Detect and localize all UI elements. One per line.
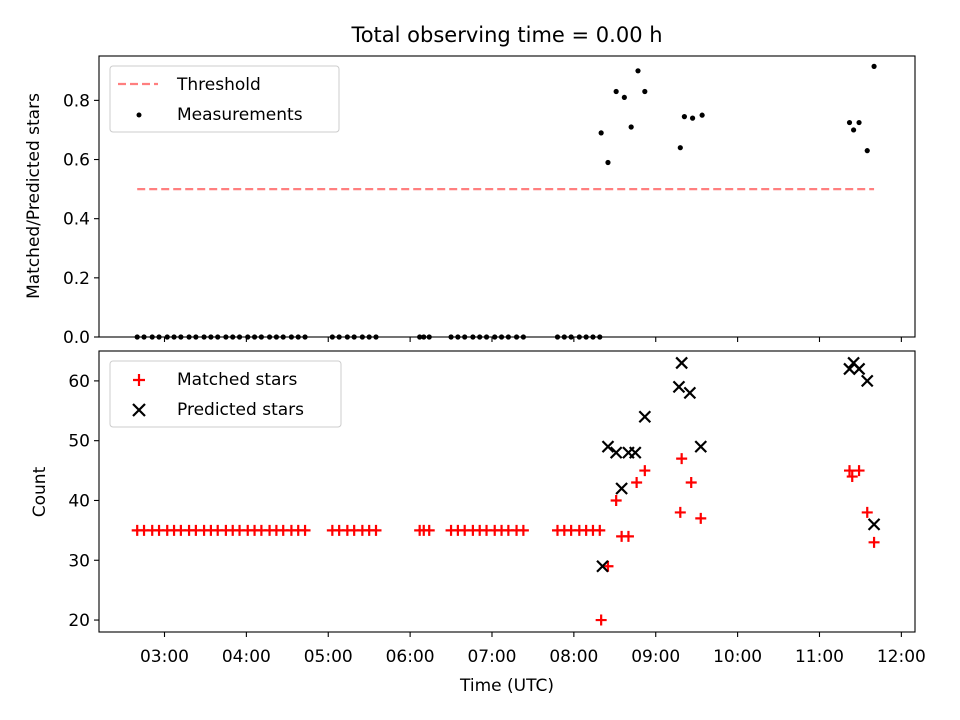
chart-title: Total observing time = 0.00 h xyxy=(350,23,662,47)
predicted-stars-point-5 xyxy=(628,446,642,459)
matched-stars-point-23 xyxy=(299,524,311,536)
matched-stars-point-58 xyxy=(639,465,651,477)
measurements-point-56 xyxy=(628,124,634,130)
bottom-xtick-label-9: 12:00 xyxy=(877,647,926,667)
matched-stars-point-66 xyxy=(861,506,873,518)
measurements-point-60 xyxy=(681,114,687,120)
matched-stars-point-54 xyxy=(610,494,622,506)
predicted-stars-point-8 xyxy=(675,356,688,370)
matched-stars-point-56 xyxy=(622,530,634,542)
measurements-point-52 xyxy=(598,130,604,136)
bottom-xtick-label-6: 09:00 xyxy=(631,647,680,667)
bottom-ytick-label-1: 30 xyxy=(68,551,90,571)
top-ytick-label-0: 0.0 xyxy=(63,328,90,348)
bottom-xtick-label-2: 05:00 xyxy=(304,647,353,667)
measurements-point-64 xyxy=(850,127,857,133)
top-ytick-label-4: 0.8 xyxy=(63,91,90,111)
predicted-stars-point-9 xyxy=(683,386,697,400)
measurements-point-61 xyxy=(689,115,696,121)
measurements-point-57 xyxy=(635,68,641,74)
top-x-ticks xyxy=(163,337,902,342)
measurements-point-54 xyxy=(613,88,619,95)
predicted-stars-point-15 xyxy=(867,518,881,531)
matched-stars-point-44 xyxy=(517,524,529,536)
measurements-point-55 xyxy=(621,94,627,101)
matched-stars-point-63 xyxy=(844,465,856,477)
top-ylabel: Matched/Predicted stars xyxy=(24,93,44,299)
predicted-stars-point-11 xyxy=(843,362,856,376)
matched-stars-point-65 xyxy=(853,465,865,477)
matched-stars-point-53 xyxy=(602,560,614,572)
matched-stars-point-61 xyxy=(685,477,697,489)
top-legend-box xyxy=(109,65,340,133)
measurements-point-62 xyxy=(699,112,705,118)
top-axes-frame xyxy=(98,55,916,338)
matched-stars-point-64 xyxy=(846,471,858,483)
predicted-legend-label: Predicted stars xyxy=(177,400,304,420)
bottom-xtick-label-5: 08:00 xyxy=(549,647,598,667)
measurements-point-65 xyxy=(856,119,862,126)
matched-stars-point-30 xyxy=(370,524,382,536)
predicted-stars-point-13 xyxy=(852,362,866,376)
matched-stars-point-59 xyxy=(674,506,686,518)
predicted-stars-point-3 xyxy=(615,482,628,495)
top-legend: Threshold Measurements xyxy=(109,65,340,133)
matched-stars-point-33 xyxy=(423,524,435,536)
measurements-point-66 xyxy=(864,148,870,154)
bottom-ylabel: Count xyxy=(30,466,50,517)
bottom-xtick-label-4: 07:00 xyxy=(467,647,516,667)
x-axis-label: Time (UTC) xyxy=(459,676,554,696)
top-ytick-label-3: 0.6 xyxy=(63,151,90,171)
predicted-stars-point-10 xyxy=(694,440,708,453)
bottom-y-ticks: 20 30 40 50 60 xyxy=(68,372,99,631)
bottom-legend-box xyxy=(109,360,342,428)
bottom-legend: Matched stars Predicted stars xyxy=(109,360,342,428)
bottom-panel: Count 20 30 40 50 60 03:00 04:00 05:00 06:00 07:… xyxy=(30,350,926,667)
measurements-legend-swatch xyxy=(136,112,142,118)
measurements-point-67 xyxy=(871,63,877,69)
matched-legend-label: Matched stars xyxy=(177,370,297,390)
bottom-ytick-label-4: 60 xyxy=(68,372,90,392)
predicted-legend-swatch xyxy=(132,403,146,417)
predicted-stars-point-1 xyxy=(601,440,615,453)
predicted-stars-point-7 xyxy=(672,380,686,394)
bottom-marks xyxy=(131,356,881,626)
matched-stars-point-57 xyxy=(631,477,643,489)
bottom-axes-frame xyxy=(98,350,916,633)
bottom-xtick-label-1: 04:00 xyxy=(222,647,271,667)
top-panel: Matched/Predicted stars 0.00.20.40.60.8 … xyxy=(24,55,916,348)
top-y-ticks: 0.0 0.2 0.4 0.6 0.8 xyxy=(63,91,99,348)
bottom-xtick-label-8: 11:00 xyxy=(795,647,844,667)
measurements-point-63 xyxy=(846,119,853,126)
predicted-stars-point-14 xyxy=(860,374,874,388)
matched-stars-point-51 xyxy=(594,524,606,536)
measurements-legend-label: Measurements xyxy=(177,105,303,125)
bottom-ytick-label-2: 40 xyxy=(68,491,90,511)
measurements-point-53 xyxy=(605,159,611,166)
bottom-ytick-label-3: 50 xyxy=(68,432,90,452)
threshold-legend-label: Threshold xyxy=(176,75,261,95)
matched-stars-point-67 xyxy=(868,536,880,548)
bottom-xtick-label-3: 06:00 xyxy=(386,647,435,667)
top-ytick-label-1: 0.2 xyxy=(63,269,90,289)
matched-stars-point-52 xyxy=(595,614,607,626)
top-ytick-label-2: 0.4 xyxy=(63,210,90,230)
measurements-point-58 xyxy=(642,88,648,95)
predicted-stars-point-6 xyxy=(638,410,652,424)
bottom-x-ticks: 03:00 04:00 05:00 06:00 07:00 08:00 09:00 10:00… xyxy=(140,632,926,667)
bottom-ytick-label-0: 20 xyxy=(68,611,90,631)
matched-legend-swatch xyxy=(133,374,145,386)
predicted-stars-point-2 xyxy=(609,446,623,459)
predicted-stars-point-0 xyxy=(596,559,609,573)
matched-stars-point-62 xyxy=(695,512,707,524)
bottom-xtick-label-0: 03:00 xyxy=(140,647,189,667)
measurements-point-59 xyxy=(677,145,683,151)
bottom-xtick-label-7: 10:00 xyxy=(713,647,762,667)
matched-stars-point-60 xyxy=(676,453,688,465)
